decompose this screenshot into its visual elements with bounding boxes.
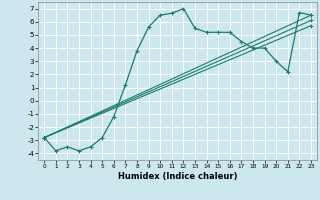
X-axis label: Humidex (Indice chaleur): Humidex (Indice chaleur) [118, 172, 237, 181]
